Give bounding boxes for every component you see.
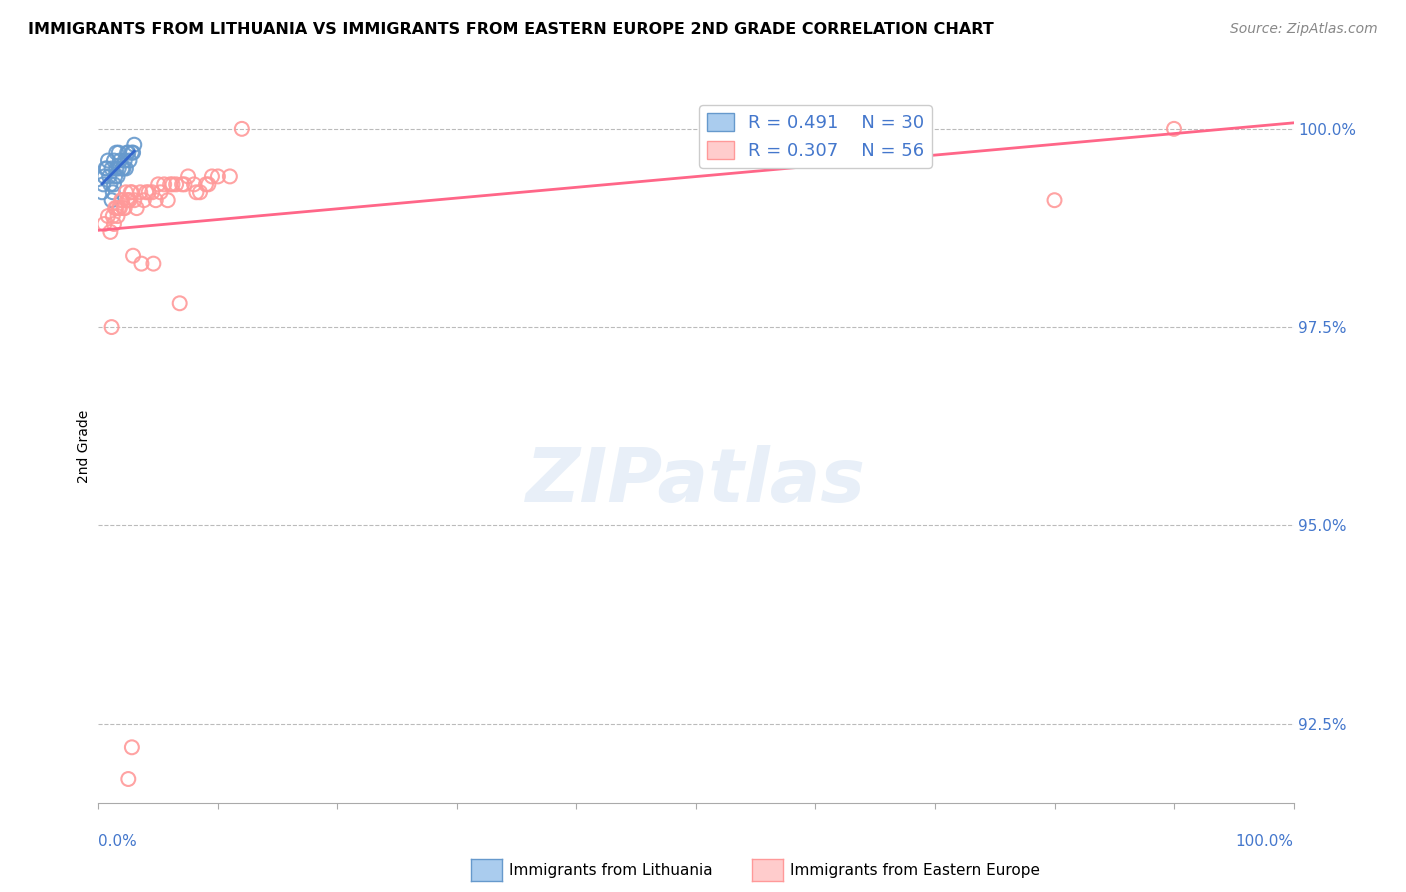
- Point: [91, 186, 114, 200]
- Point: [100, 193, 122, 207]
- Point: [98, 178, 122, 192]
- Point: [103, 153, 125, 168]
- Point: [231, 121, 253, 136]
- Point: [104, 169, 127, 184]
- Point: [124, 193, 146, 207]
- Point: [194, 178, 218, 192]
- Point: [107, 145, 129, 160]
- Point: [111, 193, 134, 207]
- Point: [96, 161, 118, 176]
- Point: [118, 193, 141, 207]
- Point: [121, 145, 143, 160]
- Point: [114, 201, 136, 215]
- Point: [100, 320, 122, 334]
- Point: [112, 161, 135, 176]
- Point: [135, 186, 157, 200]
- Point: [115, 193, 138, 207]
- Text: Immigrants from Eastern Europe: Immigrants from Eastern Europe: [790, 863, 1040, 878]
- Point: [103, 178, 125, 192]
- Point: [159, 178, 181, 192]
- Text: Immigrants from Lithuania: Immigrants from Lithuania: [509, 863, 713, 878]
- Point: [149, 186, 172, 200]
- Point: [91, 178, 114, 192]
- Point: [145, 193, 167, 207]
- Point: [115, 161, 138, 176]
- Point: [115, 145, 138, 160]
- Point: [107, 161, 129, 176]
- Point: [121, 740, 143, 755]
- Point: [105, 201, 128, 215]
- Point: [177, 169, 200, 184]
- Point: [173, 178, 195, 192]
- Point: [111, 161, 134, 176]
- Point: [121, 186, 143, 200]
- Point: [97, 153, 120, 168]
- Point: [165, 178, 187, 192]
- Point: [107, 169, 129, 184]
- Point: [108, 153, 131, 168]
- Point: [197, 178, 219, 192]
- Point: [110, 193, 132, 207]
- Text: IMMIGRANTS FROM LITHUANIA VS IMMIGRANTS FROM EASTERN EUROPE 2ND GRADE CORRELATIO: IMMIGRANTS FROM LITHUANIA VS IMMIGRANTS …: [28, 22, 994, 37]
- Point: [117, 772, 139, 786]
- Point: [93, 217, 115, 231]
- Point: [138, 186, 160, 200]
- Text: 0.0%: 0.0%: [98, 834, 138, 849]
- Point: [104, 201, 127, 215]
- Point: [100, 161, 122, 176]
- Point: [97, 209, 120, 223]
- Point: [98, 169, 121, 184]
- Point: [153, 178, 176, 192]
- Point: [131, 257, 153, 271]
- Point: [141, 186, 163, 200]
- Point: [105, 161, 128, 176]
- Point: [101, 186, 124, 200]
- Point: [186, 186, 208, 200]
- Point: [108, 201, 131, 215]
- Y-axis label: 2nd Grade: 2nd Grade: [77, 409, 91, 483]
- Point: [112, 201, 135, 215]
- Point: [107, 201, 129, 215]
- Point: [115, 186, 138, 200]
- Point: [94, 161, 117, 176]
- Point: [98, 225, 122, 239]
- Text: ZIPatlas: ZIPatlas: [526, 445, 866, 518]
- Point: [188, 186, 211, 200]
- Point: [183, 178, 205, 192]
- Point: [169, 296, 191, 310]
- Point: [132, 193, 155, 207]
- Point: [142, 257, 165, 271]
- Point: [105, 145, 128, 160]
- Point: [124, 137, 146, 152]
- Point: [101, 209, 124, 223]
- Text: 100.0%: 100.0%: [1236, 834, 1294, 849]
- Point: [1163, 121, 1185, 136]
- Point: [122, 249, 145, 263]
- Point: [201, 169, 224, 184]
- Point: [114, 153, 136, 168]
- Point: [156, 193, 179, 207]
- Point: [117, 145, 139, 160]
- Point: [117, 193, 139, 207]
- Point: [172, 178, 194, 192]
- Point: [120, 186, 142, 200]
- Point: [107, 209, 129, 223]
- Point: [148, 178, 170, 192]
- Point: [207, 169, 229, 184]
- Point: [125, 201, 148, 215]
- Point: [1043, 193, 1066, 207]
- Point: [219, 169, 242, 184]
- Point: [103, 217, 125, 231]
- Point: [129, 186, 152, 200]
- Legend: R = 0.491    N = 30, R = 0.307    N = 56: R = 0.491 N = 30, R = 0.307 N = 56: [699, 105, 932, 168]
- Point: [118, 153, 141, 168]
- Point: [162, 178, 184, 192]
- Point: [122, 145, 145, 160]
- Text: Source: ZipAtlas.com: Source: ZipAtlas.com: [1230, 22, 1378, 37]
- Point: [93, 169, 115, 184]
